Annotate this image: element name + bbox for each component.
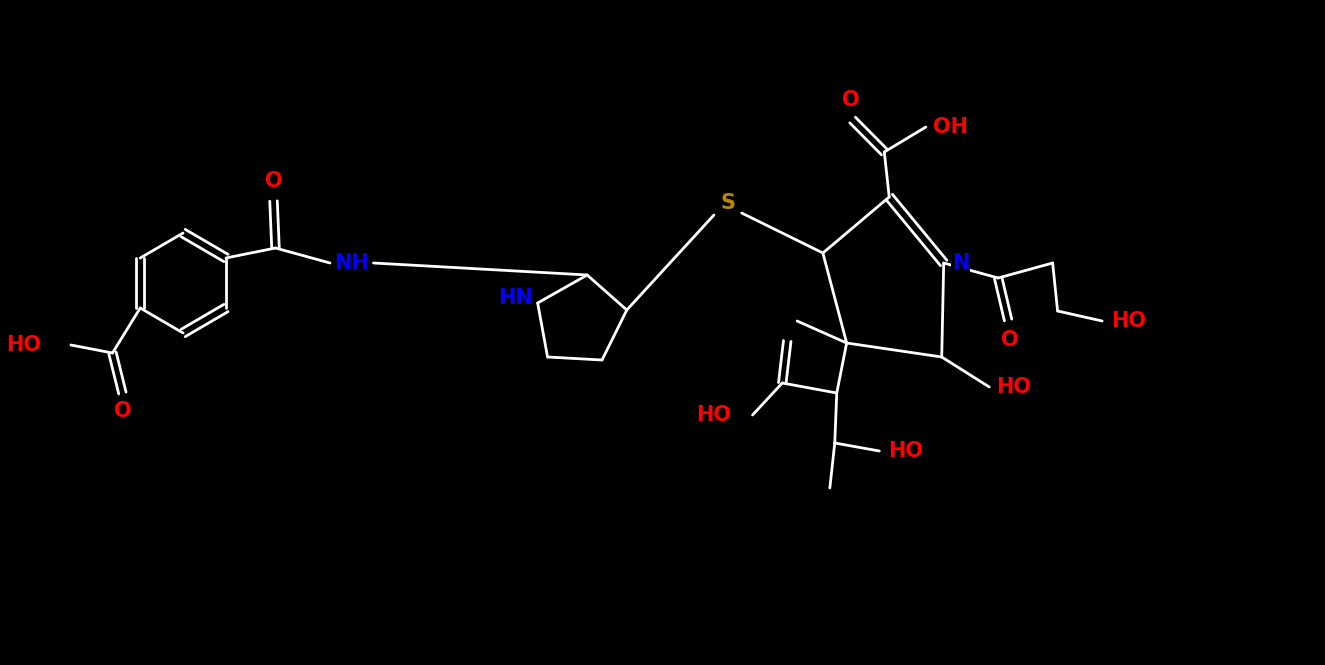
Text: O: O <box>841 90 860 110</box>
Text: HO: HO <box>7 335 41 355</box>
Text: O: O <box>1002 330 1019 350</box>
Text: HN: HN <box>498 288 533 308</box>
Text: O: O <box>114 401 131 421</box>
Text: S: S <box>721 193 735 213</box>
Text: O: O <box>265 171 282 191</box>
Text: N: N <box>951 253 969 273</box>
Text: HO: HO <box>889 441 924 461</box>
Text: OH: OH <box>933 117 969 137</box>
Text: NH: NH <box>334 253 370 273</box>
Text: HO: HO <box>1112 311 1146 331</box>
Text: HO: HO <box>996 377 1032 397</box>
Text: HO: HO <box>696 405 731 425</box>
